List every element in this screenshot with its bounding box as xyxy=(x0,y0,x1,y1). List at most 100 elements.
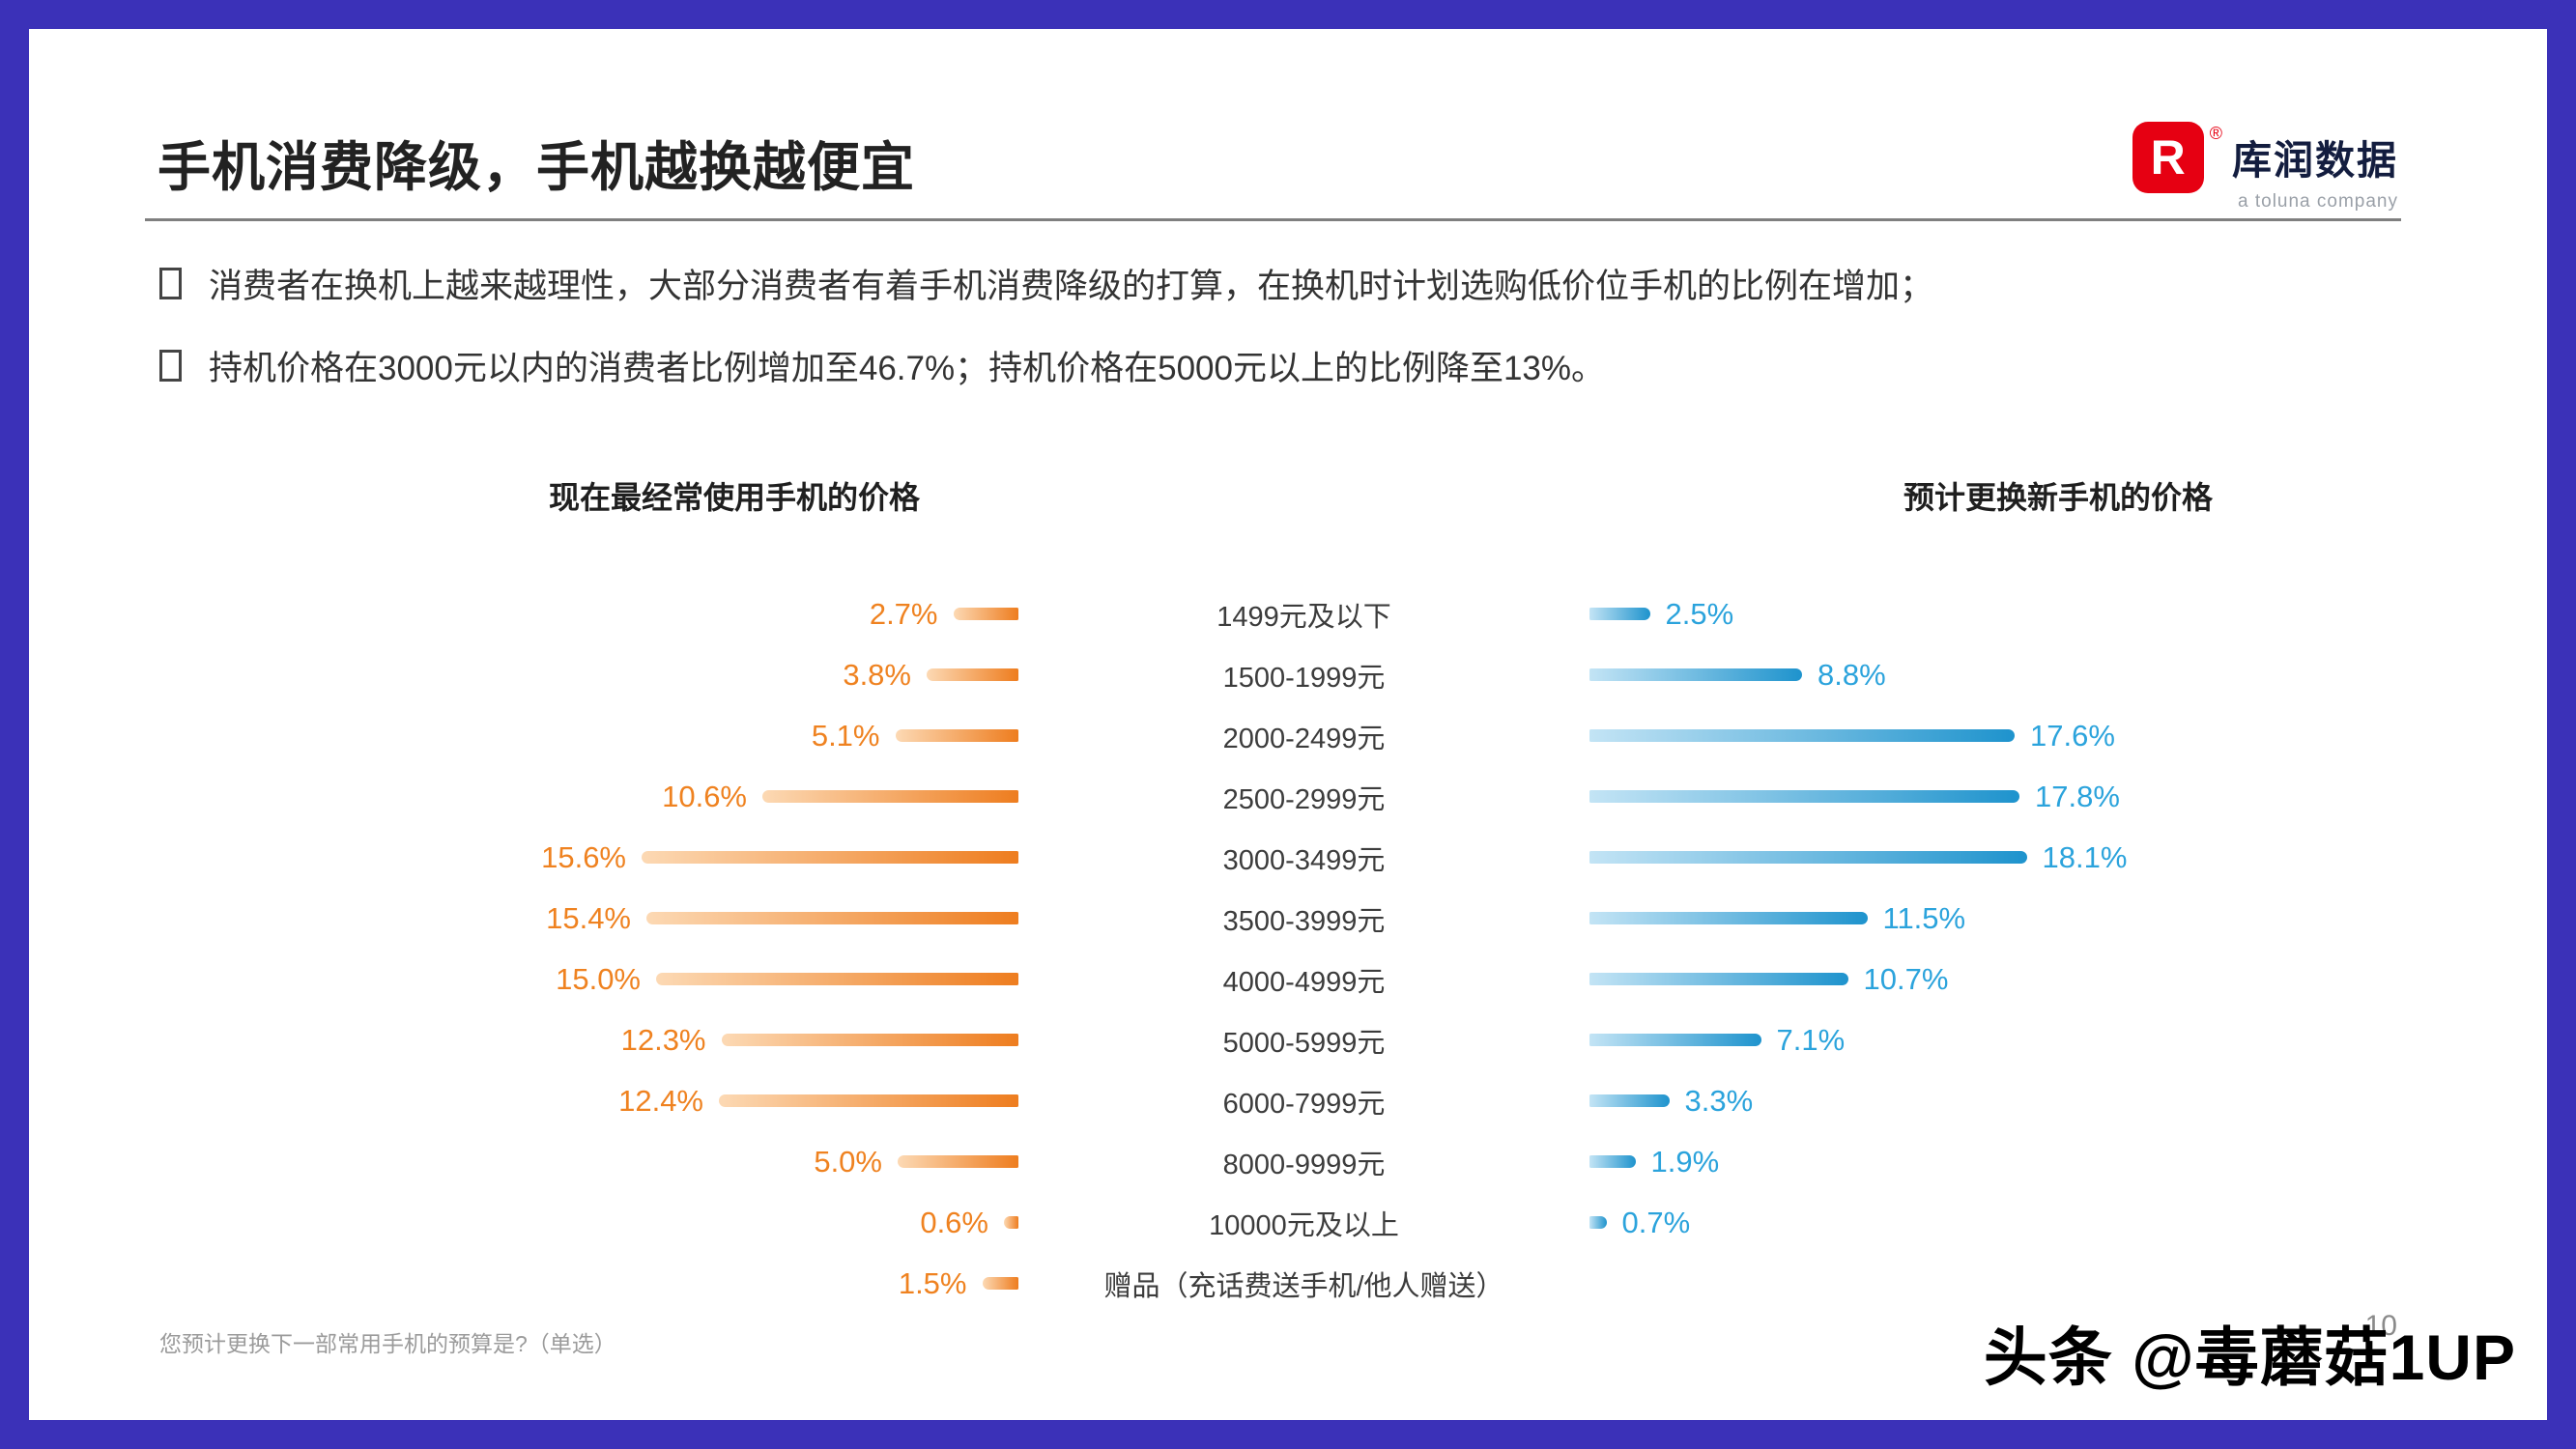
category-label: 8000-9999元 xyxy=(1222,1149,1386,1180)
current-price-value-label: 2.7% xyxy=(869,596,938,631)
current-price-value-label: 1.5% xyxy=(898,1265,967,1300)
expected-price-bar xyxy=(1589,729,2015,742)
expected-price-bar xyxy=(1589,1216,1607,1229)
expected-price-value-label: 3.3% xyxy=(1684,1083,1754,1118)
expected-price-value-label: 0.7% xyxy=(1621,1205,1691,1239)
current-price-bar xyxy=(898,1155,1018,1168)
expected-price-bar xyxy=(1589,608,1650,620)
expected-price-bar xyxy=(1589,851,2027,864)
chart-row: 5.1% 2000-2499元 17.6% xyxy=(159,705,2431,766)
chart-row: 1.5% 赠品（充话费送手机/他人赠送） xyxy=(159,1253,2431,1314)
bullet-square-icon xyxy=(159,350,182,382)
current-price-cell: 12.3% xyxy=(159,1023,1018,1058)
expected-price-bar xyxy=(1589,1155,1636,1168)
logo-subbrand-text: a toluna company xyxy=(2238,191,2398,212)
current-price-cell: 5.1% xyxy=(159,719,1018,753)
current-price-bar xyxy=(982,1277,1018,1290)
category-label: 3000-3499元 xyxy=(1222,844,1386,876)
key-findings: 消费者在换机上越来越理性，大部分消费者有着手机消费降级的打算，在换机时计划选购低… xyxy=(159,259,2333,423)
current-price-bar xyxy=(762,790,1018,803)
current-price-value-label: 15.4% xyxy=(546,900,631,935)
chart-row: 2.7% 1499元及以下 2.5% xyxy=(159,583,2431,644)
category-label: 2500-2999元 xyxy=(1222,783,1386,815)
current-price-bar xyxy=(953,608,1018,620)
expected-price-bar xyxy=(1589,668,1802,681)
current-price-cell: 5.0% xyxy=(159,1145,1018,1179)
kurundata-logo-icon: R xyxy=(2132,122,2204,193)
current-price-cell: 2.7% xyxy=(159,597,1018,632)
category-label: 5000-5999元 xyxy=(1222,1027,1386,1059)
current-price-cell: 3.8% xyxy=(159,658,1018,693)
expected-price-cell: 2.5% xyxy=(1589,597,2431,632)
chart-row: 10.6% 2500-2999元 17.8% xyxy=(159,766,2431,827)
expected-price-cell: 18.1% xyxy=(1589,840,2431,875)
title-divider xyxy=(145,218,2401,221)
expected-price-bar xyxy=(1589,1034,1761,1046)
chart-row: 3.8% 1500-1999元 8.8% xyxy=(159,644,2431,705)
expected-price-cell: 8.8% xyxy=(1589,658,2431,693)
expected-price-value-label: 17.8% xyxy=(2035,779,2120,813)
expected-price-value-label: 8.8% xyxy=(1818,657,1886,692)
current-price-bar xyxy=(927,668,1018,681)
logo-text: 库润数据 a toluna company xyxy=(2232,128,2398,213)
bullet-text: 消费者在换机上越来越理性，大部分消费者有着手机消费降级的打算，在换机时计划选购低… xyxy=(209,268,1934,305)
current-price-value-label: 15.6% xyxy=(541,839,626,874)
logo-brand-text: 库润数据 xyxy=(2232,138,2398,183)
expected-price-cell: 11.5% xyxy=(1589,901,2431,936)
logo-mark-letter: R xyxy=(2150,130,2186,185)
current-price-bar xyxy=(646,912,1018,924)
expected-price-cell: 7.1% xyxy=(1589,1023,2431,1058)
expected-price-cell: 10.7% xyxy=(1589,962,2431,997)
current-price-bar xyxy=(656,973,1018,985)
current-price-cell: 15.6% xyxy=(159,840,1018,875)
survey-question-footnote: 您预计更换下一部常用手机的预算是?（单选） xyxy=(159,1331,616,1356)
current-price-cell: 15.4% xyxy=(159,901,1018,936)
expected-price-bar xyxy=(1589,912,1868,924)
current-price-value-label: 15.0% xyxy=(556,961,641,996)
category-label: 1500-1999元 xyxy=(1222,662,1386,694)
page-title: 手机消费降级，手机越换越便宜 xyxy=(157,137,916,197)
current-price-value-label: 12.3% xyxy=(620,1022,706,1057)
right-chart-title: 预计更换新手机的价格 xyxy=(1903,480,2213,515)
chart-row: 12.3% 5000-5999元 7.1% xyxy=(159,1009,2431,1070)
current-price-value-label: 5.0% xyxy=(814,1144,882,1179)
expected-price-value-label: 17.6% xyxy=(2030,718,2115,753)
registered-trademark-icon: ® xyxy=(2209,124,2222,143)
chart-row: 15.6% 3000-3499元 18.1% xyxy=(159,827,2431,888)
category-label: 赠品（充话费送手机/他人赠送） xyxy=(1103,1270,1504,1302)
watermark-text: 头条 @毒蘑菇1UP xyxy=(1983,1321,2516,1393)
bullet-square-icon xyxy=(159,268,182,299)
chart-row: 0.6% 10000元及以上 0.7% xyxy=(159,1192,2431,1253)
expected-price-cell: 0.7% xyxy=(1589,1206,2431,1240)
expected-price-bar xyxy=(1589,973,1848,985)
expected-price-value-label: 2.5% xyxy=(1665,596,1734,631)
chart-row: 15.0% 4000-4999元 10.7% xyxy=(159,949,2431,1009)
category-label: 6000-7999元 xyxy=(1222,1088,1386,1120)
current-price-bar xyxy=(721,1034,1018,1046)
current-price-value-label: 0.6% xyxy=(920,1205,988,1239)
expected-price-value-label: 1.9% xyxy=(1650,1144,1720,1179)
bullet-item: 持机价格在3000元以内的消费者比例增加至46.7%；持机价格在5000元以上的… xyxy=(159,341,2333,390)
page-number: 10 xyxy=(2364,1310,2397,1342)
expected-price-value-label: 11.5% xyxy=(1882,900,1966,935)
current-price-cell: 12.4% xyxy=(159,1084,1018,1119)
chart-row: 15.4% 3500-3999元 11.5% xyxy=(159,888,2431,949)
kurundata-logo: R ® 库润数据 a toluna company xyxy=(2132,122,2398,213)
expected-price-value-label: 10.7% xyxy=(1863,961,1949,996)
current-price-value-label: 3.8% xyxy=(843,657,911,692)
current-price-value-label: 10.6% xyxy=(662,779,747,813)
category-label: 2000-2499元 xyxy=(1222,723,1386,754)
current-price-cell: 10.6% xyxy=(159,780,1018,814)
current-price-bar xyxy=(895,729,1018,742)
category-label: 4000-4999元 xyxy=(1222,966,1386,998)
current-price-cell: 0.6% xyxy=(159,1206,1018,1240)
left-chart-title: 现在最经常使用手机的价格 xyxy=(548,480,920,515)
current-price-bar xyxy=(719,1094,1018,1107)
expected-price-cell: 3.3% xyxy=(1589,1084,2431,1119)
expected-price-cell: 1.9% xyxy=(1589,1145,2431,1179)
current-price-bar xyxy=(1004,1216,1018,1229)
category-label: 3500-3999元 xyxy=(1222,905,1386,937)
expected-price-bar xyxy=(1589,1094,1670,1107)
expected-price-bar xyxy=(1589,790,2019,803)
expected-price-value-label: 7.1% xyxy=(1776,1022,1846,1057)
